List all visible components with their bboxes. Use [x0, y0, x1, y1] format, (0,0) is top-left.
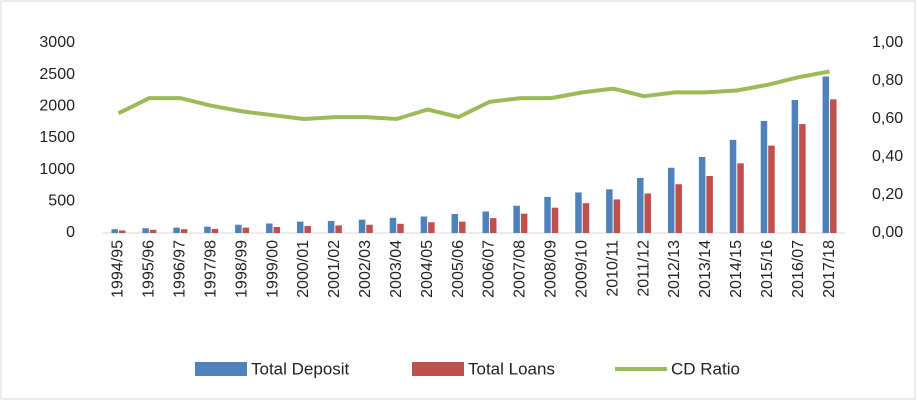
bar	[204, 226, 211, 233]
bar	[451, 214, 459, 233]
legend-swatch	[412, 362, 464, 376]
x-tick-label: 2017/18	[821, 240, 838, 298]
x-tick-label: 2006/07	[481, 240, 498, 298]
bar	[582, 203, 590, 233]
x-tick-label: 2009/10	[573, 240, 590, 298]
x-tick-label: 2015/16	[759, 240, 776, 298]
bar	[142, 228, 149, 233]
x-tick-label: 2008/09	[543, 240, 560, 298]
bar	[698, 157, 706, 233]
bar	[489, 218, 497, 233]
y2-tick-label: 0,00	[872, 224, 903, 241]
y-tick-label: 0	[66, 224, 75, 241]
bar	[737, 163, 744, 233]
legend-label: Total Loans	[468, 359, 555, 378]
x-tick-label: 1994/95	[110, 240, 127, 298]
bar	[211, 228, 219, 233]
x-tick-label: 2011/12	[635, 240, 652, 297]
bar	[389, 217, 397, 233]
x-tick-label: 1995/96	[141, 240, 158, 298]
line	[117, 69, 830, 121]
y2-tick-label: 0,20	[872, 186, 903, 203]
bar	[706, 176, 713, 233]
bar	[273, 226, 281, 233]
y-tick-label: 1500	[39, 129, 75, 146]
x-tick-label: 1996/97	[172, 240, 189, 298]
bar	[235, 224, 242, 233]
bar	[637, 177, 644, 233]
y-tick-label: 2000	[39, 98, 75, 115]
bar	[420, 216, 428, 233]
legend-label: CD Ratio	[671, 359, 740, 378]
bar	[606, 189, 613, 233]
bar	[304, 226, 311, 233]
bar	[327, 220, 335, 233]
bar	[335, 225, 342, 233]
bar	[242, 227, 250, 233]
x-tick-label: 2000/01	[295, 240, 312, 298]
bar	[149, 229, 157, 233]
bar	[822, 76, 830, 233]
legend-swatch	[195, 362, 247, 376]
y-tick-label: 2500	[39, 66, 75, 83]
bar	[613, 199, 621, 233]
bar	[358, 219, 366, 233]
bar	[830, 99, 837, 233]
bar	[513, 205, 520, 233]
y2-tick-label: 0,40	[872, 148, 903, 165]
x-tick-label: 2001/02	[326, 240, 343, 298]
bar	[366, 224, 373, 233]
bar	[729, 139, 737, 233]
bar	[118, 230, 126, 233]
x-tick-label: 1997/98	[202, 240, 219, 298]
bar	[266, 223, 273, 233]
bar	[459, 221, 466, 233]
bar	[791, 100, 799, 233]
bar	[768, 145, 775, 233]
bar	[551, 207, 559, 233]
bar	[482, 211, 489, 233]
x-tick-label: 2002/03	[357, 240, 374, 298]
y2-tick-label: 0,60	[872, 110, 903, 127]
x-tick-label: 2010/11	[604, 240, 621, 297]
y2-tick-label: 0,80	[872, 72, 903, 89]
x-tick-label: 1999/00	[264, 240, 281, 298]
x-tick-label: 2007/08	[512, 240, 529, 298]
x-tick-label: 2016/07	[790, 240, 807, 298]
x-tick-label: 2012/13	[666, 240, 683, 298]
y-tick-label: 1000	[39, 161, 75, 178]
x-tick-label: 2003/04	[388, 240, 405, 298]
bar	[799, 124, 806, 233]
bar	[644, 193, 652, 233]
bar	[397, 223, 404, 233]
bar	[428, 222, 435, 233]
bar	[675, 184, 682, 233]
x-tick-label: 1998/99	[233, 240, 250, 298]
x-tick-label: 2005/06	[450, 240, 467, 298]
legend-label: Total Deposit	[251, 359, 350, 378]
x-tick-label: 2013/14	[697, 240, 714, 298]
x-tick-label: 2004/05	[419, 240, 436, 298]
bar	[667, 167, 675, 233]
bar	[520, 213, 528, 233]
bar	[296, 221, 304, 233]
bar	[180, 229, 188, 233]
bar	[544, 196, 551, 233]
x-tick-label: 2014/15	[728, 240, 745, 298]
y2-tick-label: 1,00	[872, 34, 903, 51]
bar	[575, 192, 582, 233]
bar	[760, 120, 768, 233]
y-tick-label: 3000	[39, 34, 75, 51]
bar	[173, 227, 180, 233]
y-tick-label: 500	[48, 193, 75, 210]
bar	[111, 229, 118, 233]
